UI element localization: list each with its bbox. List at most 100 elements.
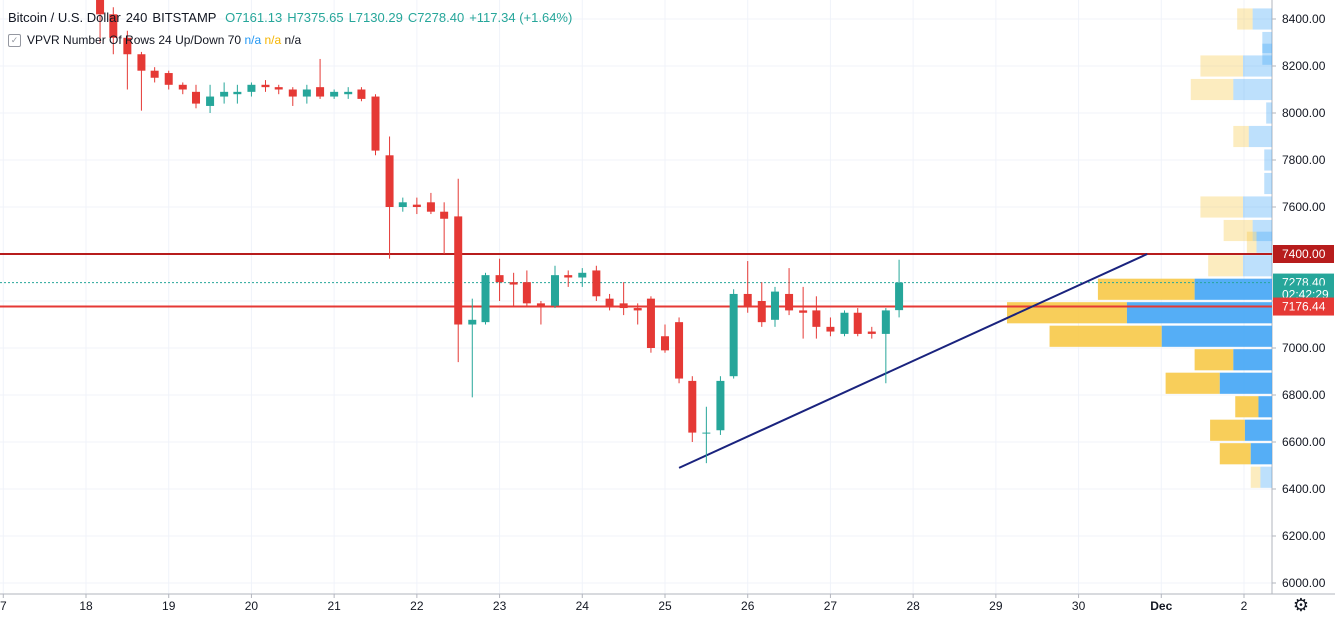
indicator-params: Number Of Rows 24 Up/Down 70: [63, 33, 242, 47]
indicator-name[interactable]: VPVR: [27, 33, 60, 47]
candle-body: [164, 73, 173, 85]
volume-profile-bar-up: [1242, 255, 1272, 277]
x-tick-label: 29: [989, 599, 1003, 613]
x-tick-label: 27: [824, 599, 838, 613]
y-tick-label: 6000.00: [1282, 576, 1326, 590]
volume-profile-bar-down: [1237, 8, 1253, 30]
candle-body: [385, 155, 394, 207]
volume-profile-bar-down: [1194, 349, 1234, 371]
candle-body: [840, 312, 849, 334]
candle-body: [192, 91, 201, 104]
candle-body: [440, 211, 449, 219]
candle-body: [826, 326, 835, 332]
y-tick-label: 8200.00: [1282, 59, 1326, 73]
volume-profile-bar-up: [1256, 231, 1272, 253]
price-label: 7400.00: [1282, 247, 1326, 261]
volume-profile-bar-up: [1264, 149, 1272, 171]
volume-profile-bar-up: [1233, 349, 1272, 371]
volume-profile-bar-down: [1246, 231, 1257, 253]
candle-body: [288, 89, 297, 97]
volume-profile-bar-down: [1210, 419, 1245, 441]
candle-body: [661, 336, 669, 351]
indicator-legend[interactable]: ✓ VPVR Number Of Rows 24 Up/Down 70 n/a n…: [8, 33, 302, 48]
x-tick-label: 25: [658, 599, 672, 613]
volume-profile-bar-up: [1252, 219, 1272, 242]
settings-gear-icon[interactable]: ⚙: [1292, 595, 1310, 615]
visibility-icon[interactable]: ✓: [8, 34, 21, 48]
x-tick-label: 30: [1072, 599, 1086, 613]
low-value: L7130.29: [348, 10, 403, 25]
y-tick-label: 6400.00: [1282, 482, 1326, 496]
volume-profile-bar-down: [1233, 125, 1249, 148]
candle-body: [454, 216, 463, 325]
candle-body: [150, 70, 159, 78]
candle-body: [481, 275, 490, 323]
candle-body: [330, 91, 339, 97]
volume-profile-bar-up: [1252, 8, 1272, 30]
candle-body: [468, 319, 477, 325]
candle-body: [220, 91, 229, 97]
x-tick-label: 7: [0, 599, 7, 613]
x-tick-label: 19: [162, 599, 176, 613]
candle-body: [206, 96, 215, 106]
candle-body: [729, 293, 738, 377]
candle-body: [371, 96, 380, 151]
y-tick-label: 8400.00: [1282, 12, 1326, 26]
trendline: [678, 253, 1148, 469]
interval-label[interactable]: 240: [125, 10, 148, 25]
high-value: H7375.65: [287, 10, 344, 25]
candle-body: [592, 270, 601, 297]
volume-profile-bar-down: [1049, 325, 1162, 347]
volume-profile-bar-up: [1161, 325, 1272, 347]
volume-profile-bar-down: [1200, 55, 1243, 77]
y-tick-label: 6800.00: [1282, 388, 1326, 402]
volume-profile-bar-up: [1126, 302, 1272, 324]
candle-body: [895, 282, 904, 311]
volume-profile-bar-up: [1262, 31, 1272, 54]
volume-profile-bar-up: [1258, 396, 1272, 418]
y-tick-label: 7000.00: [1282, 341, 1326, 355]
x-tick-label: 26: [741, 599, 755, 613]
candle-body: [398, 202, 407, 207]
volume-profile-bar-down: [1097, 278, 1195, 300]
candle-body: [344, 91, 353, 95]
volume-profile-bar-down: [1165, 372, 1220, 394]
volume-profile-bar-up: [1262, 43, 1272, 65]
volume-profile-bar-up: [1250, 443, 1272, 465]
candle-body: [316, 87, 325, 97]
volume-profile-bar-down: [1007, 302, 1127, 324]
candle-body: [633, 308, 642, 311]
candle-body: [509, 282, 518, 285]
x-tick-label: 24: [576, 599, 590, 613]
candle-body: [757, 301, 766, 323]
x-tick-label: Dec: [1150, 599, 1172, 613]
price-label-box: [1273, 297, 1334, 316]
volume-profile-bar-up: [1242, 55, 1272, 77]
y-tick-label: 7600.00: [1282, 200, 1326, 214]
price-label-box: [1273, 245, 1334, 263]
candle-body: [522, 282, 531, 304]
volume-profile-bar-up: [1194, 278, 1272, 300]
exchange-label: BITSTAMP: [152, 10, 217, 25]
candle-body: [109, 14, 118, 38]
volume-profile-bar-down: [1250, 466, 1261, 488]
candle-body: [771, 291, 780, 320]
candle-body: [536, 303, 545, 306]
volume-profile-bar-up: [1266, 102, 1272, 124]
chart-legend: Bitcoin / U.S. Dollar 240 BITSTAMP O7161.1…: [8, 10, 577, 25]
volume-profile-bar-up: [1233, 78, 1272, 101]
candle-body: [605, 298, 614, 306]
candle-body: [247, 84, 256, 92]
candle-body: [853, 312, 862, 334]
candle-body: [867, 331, 876, 334]
candle-body: [426, 202, 435, 212]
y-tick-label: 6200.00: [1282, 529, 1326, 543]
candle-body: [96, 0, 105, 15]
indicator-value-2: n/a: [264, 33, 282, 47]
volume-profile-bar-up: [1260, 466, 1272, 488]
indicator-value-3: n/a: [284, 33, 302, 47]
volume-profile-bar-up: [1242, 196, 1272, 218]
x-tick-label: 21: [327, 599, 341, 613]
symbol-name[interactable]: Bitcoin / U.S. Dollar: [8, 10, 121, 25]
